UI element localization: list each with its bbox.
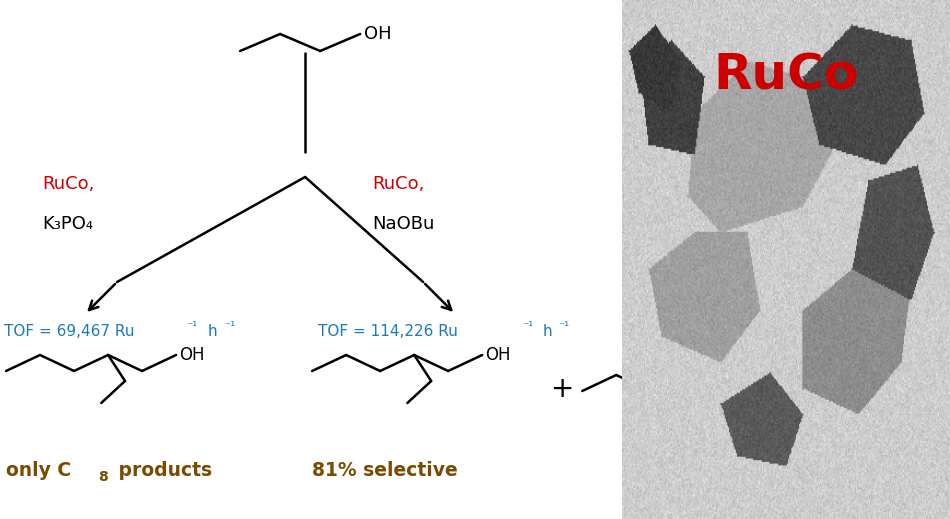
Text: ⁻¹: ⁻¹	[186, 320, 198, 333]
Text: RuCo: RuCo	[713, 52, 859, 100]
Text: only C: only C	[6, 461, 71, 481]
Text: ONa: ONa	[721, 382, 757, 400]
Text: ⁻¹: ⁻¹	[522, 320, 533, 333]
Text: products: products	[112, 461, 212, 481]
Text: OH: OH	[364, 25, 391, 43]
Text: h: h	[542, 323, 552, 338]
Text: K₃PO₄: K₃PO₄	[42, 215, 93, 233]
Text: ⁻¹: ⁻¹	[559, 320, 569, 333]
Text: TOF = 69,467 Ru: TOF = 69,467 Ru	[4, 323, 135, 338]
Text: RuCo,: RuCo,	[372, 175, 425, 193]
Text: TOF = 114,226 Ru: TOF = 114,226 Ru	[318, 323, 458, 338]
Text: +: +	[551, 375, 574, 403]
Text: RuCo,: RuCo,	[42, 175, 94, 193]
Text: O: O	[677, 315, 691, 333]
Text: OH: OH	[485, 346, 511, 364]
Text: 81% selective: 81% selective	[313, 461, 458, 481]
Text: 8: 8	[98, 470, 107, 484]
Text: ⁻¹: ⁻¹	[224, 320, 236, 333]
Text: NaOBu: NaOBu	[372, 215, 434, 233]
Text: h: h	[208, 323, 218, 338]
Text: OH: OH	[179, 346, 204, 364]
